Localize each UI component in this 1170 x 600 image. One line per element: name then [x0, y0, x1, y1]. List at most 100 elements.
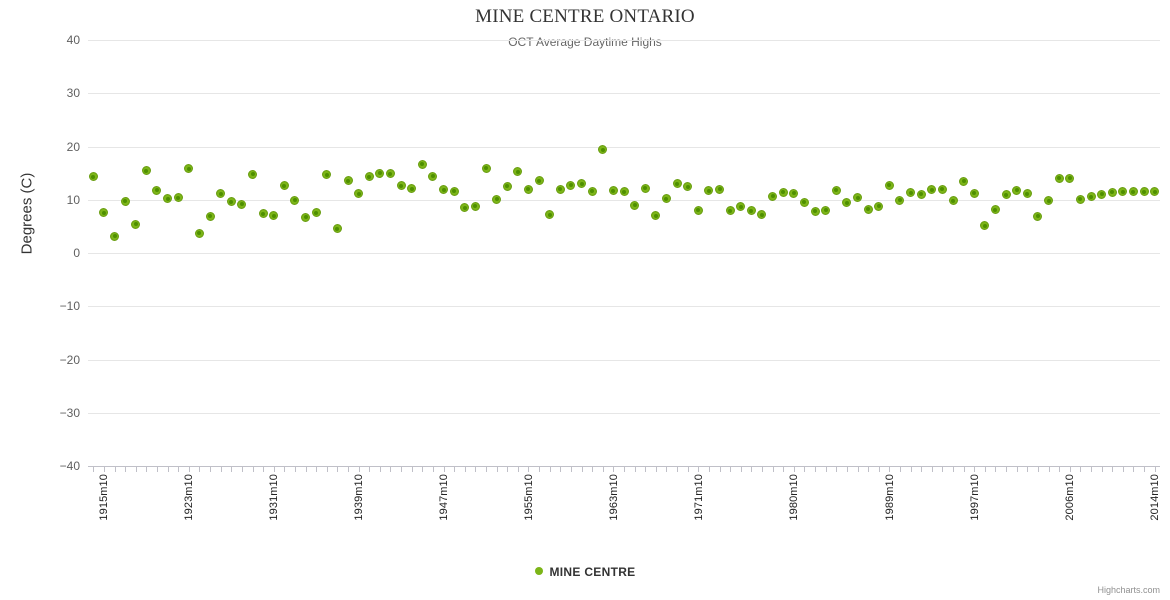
data-point[interactable] [269, 211, 279, 221]
data-point[interactable] [301, 212, 311, 222]
data-point[interactable] [279, 181, 289, 191]
data-point[interactable] [789, 188, 799, 198]
data-point[interactable] [853, 193, 862, 203]
data-point[interactable] [1139, 187, 1149, 197]
data-point[interactable] [364, 172, 374, 182]
data-point[interactable] [725, 206, 735, 216]
data-point[interactable] [311, 208, 321, 218]
data-point[interactable] [290, 195, 300, 205]
data-point[interactable] [141, 166, 151, 176]
data-point[interactable] [88, 172, 98, 182]
data-point[interactable] [470, 201, 480, 211]
data-point[interactable] [110, 231, 120, 241]
data-point[interactable] [704, 186, 714, 196]
data-point[interactable] [1128, 187, 1138, 197]
data-point[interactable] [715, 184, 725, 194]
data-point[interactable] [492, 194, 502, 204]
data-point[interactable] [768, 191, 778, 201]
data-point[interactable] [1044, 196, 1054, 206]
data-point[interactable] [895, 195, 905, 205]
data-point[interactable] [1012, 185, 1022, 195]
data-point[interactable] [184, 164, 194, 174]
data-point[interactable] [937, 184, 947, 194]
data-point[interactable] [608, 186, 618, 196]
data-point[interactable] [683, 182, 693, 192]
data-point[interactable] [969, 188, 979, 198]
data-point[interactable] [332, 224, 342, 233]
data-point[interactable] [354, 189, 364, 199]
data-point[interactable] [417, 159, 427, 169]
data-point[interactable] [1150, 187, 1160, 197]
data-point[interactable] [672, 179, 682, 189]
data-point[interactable] [449, 186, 459, 196]
data-point[interactable] [577, 179, 587, 189]
data-point[interactable] [990, 205, 1000, 215]
data-point[interactable] [194, 228, 204, 238]
data-point[interactable] [343, 176, 353, 186]
data-point[interactable] [863, 204, 873, 214]
data-point[interactable] [598, 145, 608, 155]
data-point[interactable] [874, 201, 884, 211]
data-point[interactable] [1086, 192, 1096, 202]
data-point[interactable] [842, 198, 852, 208]
data-point[interactable] [439, 185, 449, 195]
highcharts-credits-link[interactable]: Highcharts.com [1097, 585, 1160, 595]
data-point[interactable] [216, 189, 226, 199]
data-point[interactable] [651, 211, 661, 221]
data-point[interactable] [661, 194, 671, 204]
data-point[interactable] [959, 176, 969, 186]
data-point[interactable] [619, 187, 629, 197]
data-point[interactable] [821, 205, 831, 215]
data-point[interactable] [258, 209, 268, 219]
data-point[interactable] [322, 170, 332, 180]
data-point[interactable] [428, 171, 438, 181]
data-point[interactable] [385, 169, 395, 179]
data-point[interactable] [640, 183, 650, 193]
data-point[interactable] [831, 185, 841, 195]
data-point[interactable] [375, 168, 385, 178]
data-point[interactable] [534, 176, 544, 186]
data-point[interactable] [948, 196, 958, 206]
legend-item-mine-centre[interactable]: MINE CENTRE [534, 564, 636, 579]
data-point[interactable] [120, 196, 130, 206]
data-point[interactable] [1065, 173, 1075, 183]
data-point[interactable] [152, 185, 162, 195]
data-point[interactable] [980, 221, 990, 231]
data-point[interactable] [523, 184, 533, 194]
data-point[interactable] [778, 187, 788, 197]
data-point[interactable] [799, 197, 809, 207]
data-point[interactable] [884, 180, 894, 190]
data-point[interactable] [163, 194, 173, 204]
data-point[interactable] [513, 167, 523, 177]
data-point[interactable] [906, 188, 916, 198]
data-point[interactable] [545, 210, 555, 220]
data-point[interactable] [131, 219, 141, 229]
data-point[interactable] [205, 211, 215, 221]
data-point[interactable] [173, 193, 183, 203]
data-point[interactable] [587, 186, 597, 196]
data-point[interactable] [1054, 173, 1064, 183]
data-point[interactable] [927, 185, 937, 195]
data-point[interactable] [1001, 190, 1011, 200]
data-point[interactable] [693, 205, 703, 215]
data-point[interactable] [396, 181, 406, 191]
data-point[interactable] [237, 199, 247, 209]
data-point[interactable] [757, 210, 767, 220]
data-point[interactable] [1097, 189, 1107, 199]
data-point[interactable] [566, 180, 576, 190]
data-point[interactable] [1118, 187, 1128, 197]
data-point[interactable] [481, 163, 491, 173]
data-point[interactable] [736, 202, 746, 212]
data-point[interactable] [502, 181, 512, 191]
data-point[interactable] [746, 206, 756, 216]
data-point[interactable] [460, 203, 470, 213]
data-point[interactable] [226, 197, 236, 207]
data-point[interactable] [1033, 211, 1043, 221]
data-point[interactable] [630, 200, 640, 210]
data-point[interactable] [1075, 194, 1085, 204]
data-point[interactable] [248, 169, 257, 179]
data-point[interactable] [99, 208, 109, 218]
data-point[interactable] [1107, 187, 1117, 197]
data-point[interactable] [1022, 189, 1032, 199]
data-point[interactable] [555, 184, 565, 194]
